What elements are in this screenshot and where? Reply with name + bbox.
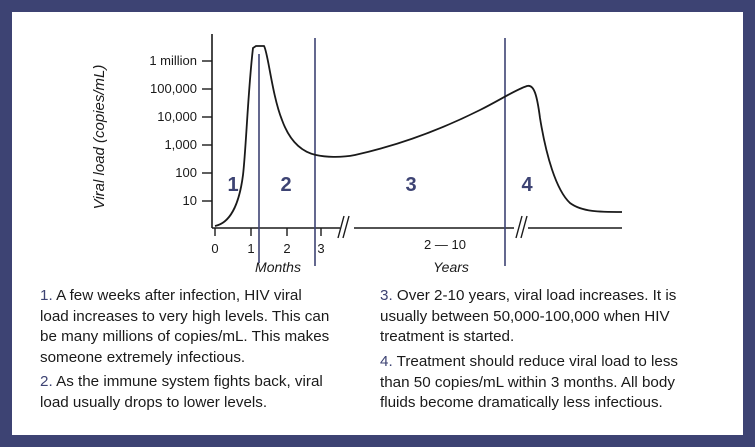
y-axis-label: Viral load (copies/mL) [91, 65, 108, 210]
caption-4: 4. Treatment should reduce viral load to… [380, 352, 678, 414]
phase-label: 1 [227, 174, 238, 196]
phase-label: 2 [280, 174, 291, 196]
caption-text: As the immune system fights back, viral [56, 373, 323, 390]
y-tick-label: 1,000 [164, 137, 197, 152]
phase-dividers [258, 38, 506, 266]
caption-number: 1. [40, 287, 53, 304]
y-tick-label: 10 [183, 193, 197, 208]
caption-text: Treatment should reduce viral load to le… [396, 353, 679, 370]
x-axis-label-years: Years [433, 259, 469, 275]
caption-1: 1. A few weeks after infection, HIV vira… [40, 286, 329, 368]
caption-text: treatment is started. [380, 328, 515, 345]
x-tick-marks [214, 228, 322, 236]
caption-text: load usually drops to lower levels. [40, 393, 268, 411]
y-tick-label: 100,000 [150, 81, 197, 96]
x-tick-label: 0 [211, 241, 218, 256]
axis-break-left [337, 215, 350, 239]
phase-label: 3 [405, 174, 416, 196]
caption-text: than 50 copies/mL within 3 months. All b… [380, 373, 675, 391]
phase-label: 4 [521, 174, 533, 196]
y-tick-label: 100 [175, 165, 197, 180]
caption-number: 4. [380, 353, 393, 370]
y-tick-label: 1 million [149, 53, 197, 68]
caption-text: A few weeks after infection, HIV viral [56, 287, 302, 304]
viral-load-curve [214, 45, 623, 227]
caption-2: 2. As the immune system fights back, vir… [40, 372, 323, 413]
caption-text: fluids become dramatically less infectio… [380, 394, 663, 411]
x-tick-label: 1 [247, 241, 254, 256]
caption-text: be many millions of copies/mL. This make… [40, 328, 330, 345]
caption-3: 3. Over 2-10 years, viral load increases… [380, 286, 676, 348]
x-axis-label-months: Months [255, 259, 301, 275]
caption-text: usually between 50,000-100,000 when HIV [380, 307, 670, 325]
caption-text: load increases to very high levels. This… [40, 307, 330, 325]
caption-text: Over 2-10 years, viral load increases. I… [396, 287, 677, 304]
x-range-years: 2 — 10 [424, 237, 466, 252]
y-tick-marks [202, 60, 212, 202]
caption-number: 2. [40, 373, 53, 390]
x-tick-label: 3 [317, 241, 324, 256]
caption-number: 3. [380, 287, 393, 304]
axis-break-right [515, 215, 528, 239]
x-tick-label: 2 [283, 241, 290, 256]
caption-text: someone extremely infectious. [40, 348, 246, 366]
y-tick-label: 10,000 [157, 109, 197, 124]
